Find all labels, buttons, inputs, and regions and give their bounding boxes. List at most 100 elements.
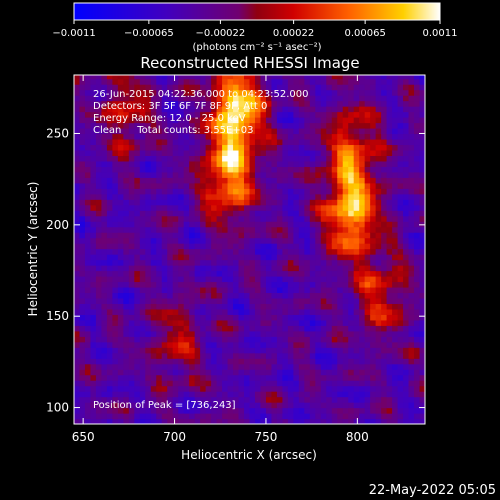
heatmap-cell xyxy=(403,259,410,266)
heatmap-cell xyxy=(320,254,327,261)
heatmap-cell xyxy=(200,292,207,299)
heatmap-cell xyxy=(254,347,262,354)
heatmap-cell xyxy=(386,177,393,184)
heatmap-cell xyxy=(112,275,119,283)
heatmap-cell xyxy=(194,314,201,321)
heatmap-cell xyxy=(189,270,196,277)
heatmap-cell xyxy=(282,133,289,140)
heatmap-cell xyxy=(397,149,404,156)
heatmap-cell xyxy=(282,380,289,387)
heatmap-cell xyxy=(282,391,289,398)
heatmap-cell xyxy=(298,396,305,403)
heatmap-cell xyxy=(216,418,223,424)
heatmap-cell xyxy=(200,155,207,162)
heatmap-cell xyxy=(156,385,163,392)
heatmap-cell xyxy=(381,193,388,200)
heatmap-cell xyxy=(128,314,135,321)
heatmap-cell xyxy=(381,210,388,217)
heatmap-cell xyxy=(403,396,410,403)
heatmap-cell xyxy=(359,402,366,409)
heatmap-cell xyxy=(95,308,103,315)
heatmap-cell xyxy=(419,160,425,167)
heatmap-cell xyxy=(309,396,316,403)
heatmap-cell xyxy=(189,336,196,343)
heatmap-cell xyxy=(194,358,201,365)
heatmap-cell xyxy=(381,275,388,283)
heatmap-cell xyxy=(287,193,294,200)
heatmap-cell xyxy=(315,75,322,80)
heatmap-cell xyxy=(128,122,135,129)
heatmap-cell xyxy=(320,308,327,315)
heatmap-cell xyxy=(74,182,81,189)
heatmap-cell xyxy=(161,325,168,332)
heatmap-cell xyxy=(375,286,382,294)
heatmap-cell xyxy=(227,138,234,146)
heatmap-cell xyxy=(238,78,245,85)
heatmap-cell xyxy=(95,89,103,96)
heatmap-cell xyxy=(211,84,218,91)
heatmap-cell xyxy=(375,396,382,403)
heatmap-cell xyxy=(375,75,382,80)
heatmap-cell xyxy=(95,122,103,129)
heatmap-cell xyxy=(348,215,355,222)
heatmap-cell xyxy=(304,210,311,217)
heatmap-cell xyxy=(238,89,245,96)
heatmap-cell xyxy=(364,106,371,113)
heatmap-cell xyxy=(128,265,135,272)
heatmap-cell xyxy=(419,325,425,332)
heatmap-cell xyxy=(244,188,251,195)
heatmap-cell xyxy=(381,286,388,294)
heatmap-cell xyxy=(222,254,229,261)
heatmap-cell xyxy=(95,232,103,239)
heatmap-cell xyxy=(216,385,223,392)
heatmap-cell xyxy=(392,204,399,211)
heatmap-cell xyxy=(139,215,146,222)
heatmap-cell xyxy=(139,254,146,261)
heatmap-cell xyxy=(183,418,190,424)
heatmap-cell xyxy=(392,243,399,250)
heatmap-cell xyxy=(216,166,223,173)
heatmap-cell xyxy=(117,352,124,359)
heatmap-cell xyxy=(326,292,333,299)
heatmap-cell xyxy=(161,336,168,343)
heatmap-cell xyxy=(200,336,207,343)
heatmap-cell xyxy=(194,308,201,315)
heatmap-cell xyxy=(183,330,190,337)
heatmap-cell xyxy=(216,380,223,387)
heatmap-cell xyxy=(216,75,223,80)
heatmap-cell xyxy=(287,144,294,151)
heatmap-cell xyxy=(128,232,135,239)
heatmap-cell xyxy=(233,336,240,343)
heatmap-cell xyxy=(271,100,278,107)
heatmap-cell xyxy=(293,133,300,140)
heatmap-cell xyxy=(254,221,262,228)
heatmap-cell xyxy=(271,330,278,337)
heatmap-cell xyxy=(74,89,81,96)
heatmap-cell xyxy=(84,385,92,392)
heatmap-cell xyxy=(304,297,311,304)
heatmap-cell xyxy=(414,182,421,189)
annotation-detectors: Detectors: 3F 5F 6F 7F 8F 9F, Att 0 xyxy=(93,101,267,112)
heatmap-cell xyxy=(90,232,97,239)
heatmap-cell xyxy=(183,78,190,85)
heatmap-cell xyxy=(238,314,245,321)
heatmap-cell xyxy=(342,188,349,195)
heatmap-cell xyxy=(74,391,81,398)
heatmap-cell xyxy=(117,341,124,348)
heatmap-cell xyxy=(359,199,366,206)
heatmap-cell xyxy=(320,248,327,255)
heatmap-cell xyxy=(112,117,119,124)
heatmap-cell xyxy=(298,380,305,387)
heatmap-cell xyxy=(128,75,135,80)
heatmap-cell xyxy=(95,297,103,304)
heatmap-cell xyxy=(408,248,415,255)
heatmap-cell xyxy=(375,319,382,326)
heatmap-cell xyxy=(74,188,81,195)
heatmap-cell xyxy=(205,265,212,272)
heatmap-cell xyxy=(106,297,113,304)
heatmap-cell xyxy=(260,391,267,398)
heatmap-cell xyxy=(370,358,377,365)
heatmap-cell xyxy=(194,413,201,420)
heatmap-cell xyxy=(233,265,240,272)
heatmap-cell xyxy=(150,363,157,370)
